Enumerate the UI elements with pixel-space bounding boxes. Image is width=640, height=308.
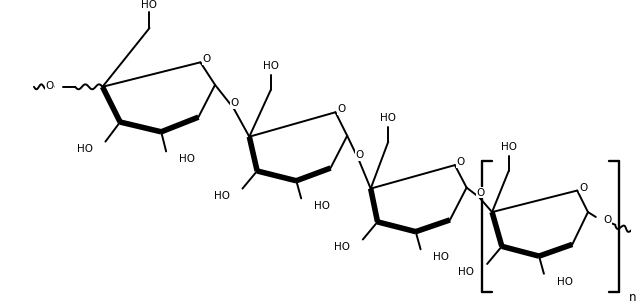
Text: HO: HO [334,242,350,252]
Text: O: O [457,157,465,167]
Text: O: O [45,81,54,91]
Text: O: O [337,104,346,114]
Text: HO: HO [458,267,474,277]
Text: O: O [604,215,612,225]
Text: O: O [230,99,239,108]
Text: O: O [476,188,484,197]
Text: HO: HO [141,0,157,10]
Text: HO: HO [380,113,396,123]
Text: HO: HO [433,252,449,262]
Text: HO: HO [557,277,573,286]
Text: HO: HO [263,61,279,71]
Text: HO: HO [179,154,195,164]
Text: HO: HO [500,143,516,152]
Text: O: O [579,183,588,192]
Text: n: n [629,291,637,304]
Text: O: O [356,150,364,160]
Text: O: O [202,55,211,64]
Text: HO: HO [214,191,230,201]
Text: HO: HO [314,201,330,211]
Text: HO: HO [77,144,93,154]
